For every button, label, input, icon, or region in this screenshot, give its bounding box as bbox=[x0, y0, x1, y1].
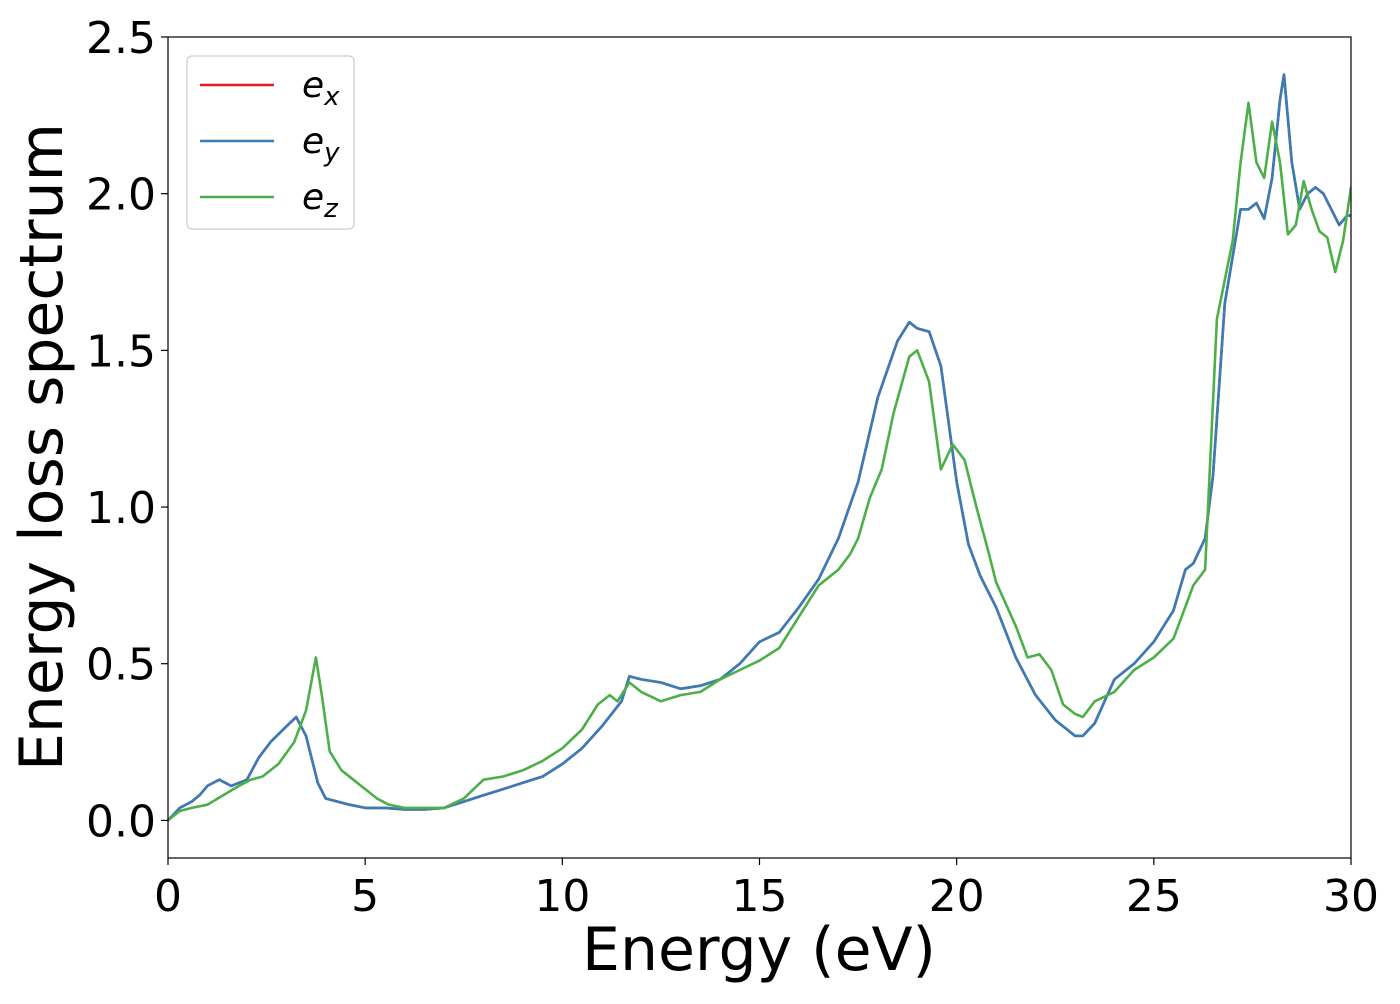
legend-box bbox=[186, 55, 355, 230]
x-tick-label: 25 bbox=[1126, 871, 1182, 922]
series-line-e-y bbox=[168, 73, 1351, 822]
x-axis-ticks: 0 5 10 15 20 25 30 bbox=[154, 858, 1379, 922]
x-axis-label: Energy (eV) bbox=[582, 915, 936, 985]
y-tick-label: 0.5 bbox=[86, 640, 156, 691]
y-tick-label: 1.5 bbox=[86, 326, 156, 377]
series-layer bbox=[168, 73, 1351, 822]
y-tick-label: 2.0 bbox=[86, 170, 156, 221]
legend-label-y: ey bbox=[302, 121, 340, 168]
legend-label-z: ez bbox=[302, 177, 339, 224]
y-tick-label: 2.5 bbox=[86, 13, 156, 64]
x-tick-label: 15 bbox=[732, 871, 788, 922]
legend-label-subscript: x bbox=[323, 82, 340, 112]
legend-label-x: ex bbox=[302, 65, 340, 112]
y-axis-ticks: 0.0 0.5 1.0 1.5 2.0 2.5 bbox=[86, 13, 168, 847]
x-tick-label: 10 bbox=[534, 871, 590, 922]
x-tick-label: 0 bbox=[154, 871, 182, 922]
y-axis-label: Energy loss spectrum bbox=[7, 123, 77, 771]
x-tick-label: 20 bbox=[929, 871, 985, 922]
legend-label-base: e bbox=[302, 65, 324, 106]
series-line-e-z bbox=[168, 101, 1351, 822]
x-tick-label: 30 bbox=[1323, 871, 1379, 922]
legend-label-base: e bbox=[302, 177, 324, 218]
y-tick-label: 1.0 bbox=[86, 483, 156, 534]
legend-label-subscript: y bbox=[323, 138, 340, 168]
y-tick-label: 0.0 bbox=[86, 796, 156, 847]
x-tick-label: 5 bbox=[351, 871, 379, 922]
legend-label-subscript: z bbox=[323, 194, 339, 224]
legend-label-base: e bbox=[302, 121, 324, 162]
plot-area bbox=[168, 37, 1351, 858]
